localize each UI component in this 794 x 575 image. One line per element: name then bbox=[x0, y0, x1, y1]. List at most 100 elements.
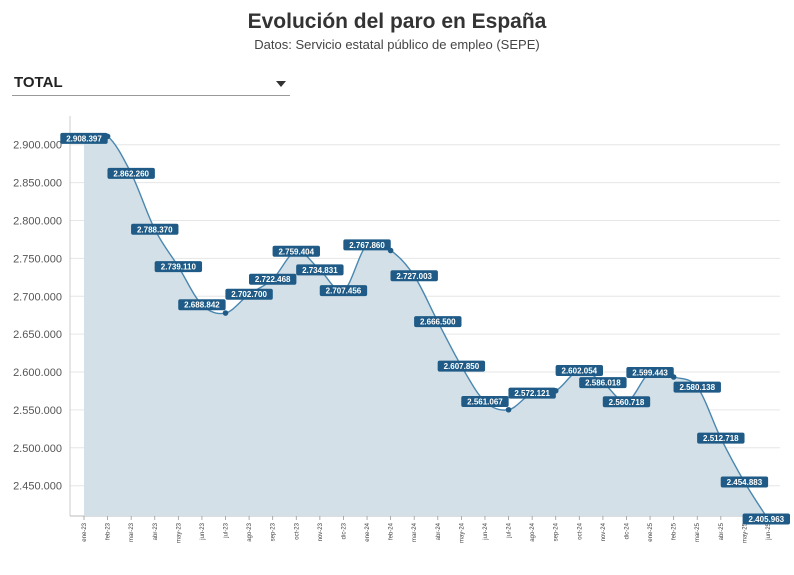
x-tick-label: mar-23 bbox=[129, 522, 135, 542]
data-label-box bbox=[248, 273, 297, 285]
data-point bbox=[104, 133, 111, 140]
data-point bbox=[222, 310, 229, 316]
y-tick-label: 2.850.000 bbox=[13, 178, 62, 190]
data-point bbox=[670, 374, 677, 380]
data-label: 2.722.468 bbox=[255, 275, 291, 284]
data-label-box bbox=[272, 245, 320, 257]
x-tick-label: dic-24 bbox=[624, 522, 630, 539]
data-point bbox=[387, 247, 394, 254]
data-label: 2.602.054 bbox=[562, 366, 598, 375]
data-label: 2.586.018 bbox=[585, 379, 621, 388]
x-tick-label: may-25 bbox=[742, 522, 748, 543]
data-label-box bbox=[390, 270, 438, 282]
data-label-box bbox=[225, 288, 273, 300]
data-label: 2.454.883 bbox=[727, 478, 763, 487]
x-tick-label: feb-24 bbox=[389, 522, 395, 540]
data-point bbox=[552, 387, 559, 394]
x-tick-label: may-24 bbox=[459, 522, 465, 543]
data-label: 2.405.963 bbox=[749, 515, 785, 524]
x-tick-label: nov-23 bbox=[318, 522, 324, 541]
x-tick-label: ene-25 bbox=[648, 522, 654, 541]
data-label-box bbox=[508, 387, 556, 399]
data-label-box bbox=[461, 396, 509, 408]
y-tick-label: 2.500.000 bbox=[13, 443, 62, 455]
x-tick-label: feb-23 bbox=[106, 522, 112, 540]
data-label-box bbox=[673, 381, 721, 393]
data-label-box bbox=[555, 364, 604, 376]
x-tick-label: oct-24 bbox=[577, 522, 583, 539]
data-label: 2.580.138 bbox=[679, 383, 715, 392]
data-label: 2.734.831 bbox=[302, 266, 338, 275]
x-tick-label: feb-25 bbox=[672, 522, 678, 540]
y-tick-label: 2.550.000 bbox=[13, 405, 62, 417]
data-label: 2.561.067 bbox=[467, 398, 503, 407]
data-label-box bbox=[602, 396, 651, 408]
data-label-box bbox=[579, 377, 627, 389]
data-label-box bbox=[742, 513, 790, 525]
data-label: 2.707.456 bbox=[326, 287, 362, 296]
x-tick-label: sep-23 bbox=[271, 522, 277, 541]
x-tick-label: abr-23 bbox=[153, 522, 159, 540]
data-label: 2.560.718 bbox=[609, 398, 645, 407]
x-tick-label: ene-24 bbox=[365, 522, 371, 541]
data-label: 2.607.850 bbox=[444, 362, 480, 371]
data-label-box bbox=[319, 285, 368, 297]
selector-value: TOTAL bbox=[14, 74, 63, 91]
x-tick-label: abr-25 bbox=[719, 522, 725, 540]
x-tick-label: jul-23 bbox=[224, 522, 230, 538]
x-tick-label: abr-24 bbox=[436, 522, 442, 540]
y-tick-label: 2.750.000 bbox=[13, 253, 62, 265]
data-label: 2.702.700 bbox=[231, 290, 267, 299]
data-label: 2.599.443 bbox=[632, 368, 668, 377]
x-tick-label: ago-23 bbox=[247, 522, 253, 541]
data-label-box bbox=[626, 366, 674, 378]
data-point bbox=[505, 406, 512, 413]
data-label: 2.727.003 bbox=[396, 272, 432, 281]
caret-down-icon bbox=[276, 81, 286, 87]
data-label: 2.759.404 bbox=[278, 247, 314, 256]
y-tick-label: 2.800.000 bbox=[13, 216, 62, 228]
x-tick-label: jun-24 bbox=[483, 522, 489, 540]
data-label: 2.512.718 bbox=[703, 434, 739, 443]
data-label: 2.739.110 bbox=[161, 263, 197, 272]
data-label-box bbox=[343, 239, 391, 251]
data-label-box bbox=[296, 264, 344, 276]
x-tick-label: jun-23 bbox=[200, 522, 206, 540]
x-tick-label: nov-24 bbox=[601, 522, 607, 541]
x-tick-label: jun-25 bbox=[766, 522, 772, 540]
data-label: 2.767.860 bbox=[349, 241, 385, 250]
x-tick-label: ago-24 bbox=[530, 522, 536, 541]
x-tick-label: may-23 bbox=[176, 522, 182, 543]
x-tick-label: jul-24 bbox=[507, 522, 513, 538]
data-label-box bbox=[107, 167, 155, 179]
x-tick-label: dic-23 bbox=[341, 522, 347, 539]
data-label-box bbox=[414, 316, 462, 328]
y-tick-label: 2.600.000 bbox=[13, 367, 62, 379]
x-tick-label: mar-25 bbox=[695, 522, 701, 542]
y-tick-label: 2.700.000 bbox=[13, 291, 62, 303]
data-label: 2.688.842 bbox=[184, 301, 220, 310]
y-tick-label: 2.650.000 bbox=[13, 329, 62, 341]
data-label-box bbox=[720, 476, 769, 488]
data-label-box bbox=[60, 132, 108, 144]
data-label: 2.862.260 bbox=[113, 169, 149, 178]
data-label-box bbox=[697, 432, 745, 444]
x-tick-label: oct-23 bbox=[294, 522, 300, 539]
data-label-box bbox=[154, 261, 203, 273]
data-label: 2.666.500 bbox=[420, 318, 456, 327]
data-label-box bbox=[131, 223, 179, 235]
x-tick-label: sep-24 bbox=[554, 522, 560, 541]
x-tick-label: mar-24 bbox=[412, 522, 418, 542]
page-subtitle: Datos: Servicio estatal público de emple… bbox=[254, 37, 540, 52]
data-label: 2.572.121 bbox=[514, 389, 550, 398]
x-tick-label: ene-23 bbox=[82, 522, 88, 541]
data-label: 2.788.370 bbox=[137, 225, 173, 234]
y-tick-label: 2.450.000 bbox=[13, 481, 62, 493]
y-tick-label: 2.900.000 bbox=[13, 140, 62, 152]
data-label-box bbox=[437, 360, 486, 372]
series-selector[interactable]: TOTAL bbox=[12, 72, 290, 96]
data-label-box bbox=[178, 299, 226, 311]
page-title: Evolución del paro en España bbox=[247, 10, 547, 33]
data-label: 2.908.397 bbox=[66, 134, 102, 143]
